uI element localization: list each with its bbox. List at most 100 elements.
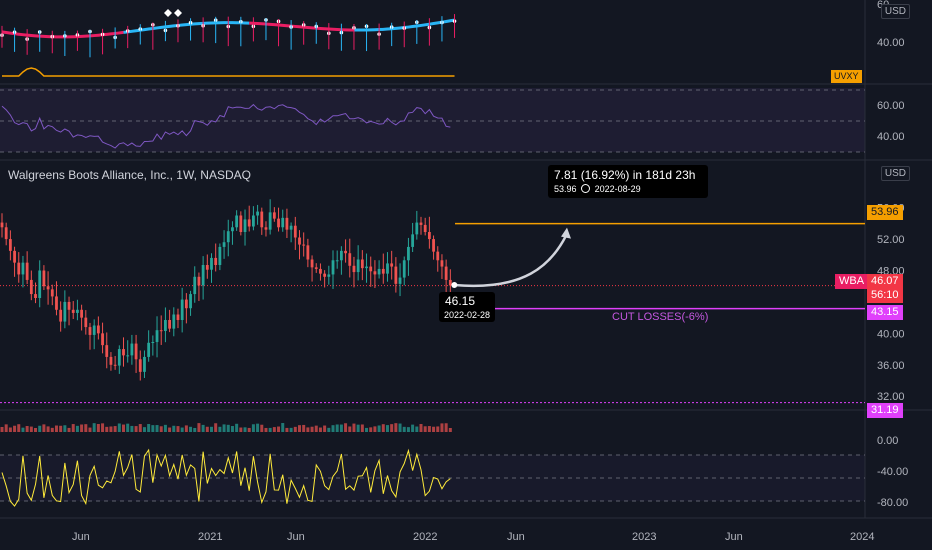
volume-bar-104 xyxy=(436,426,440,432)
uvxy-legend-tag: UVXY xyxy=(831,70,862,83)
candle-body-100 xyxy=(419,222,423,225)
volume-bar-61 xyxy=(256,423,260,432)
measure-headline: 7.81 (16.92%) in 181d 23h xyxy=(554,168,696,182)
candle-body-70 xyxy=(293,225,297,238)
volume-bar-56 xyxy=(235,423,239,432)
candle-body-37 xyxy=(155,330,159,342)
candle-body-106 xyxy=(444,266,448,280)
candle-body-44 xyxy=(184,299,188,309)
volume-bar-33 xyxy=(138,424,142,432)
x-tick-0: Jun xyxy=(72,531,90,543)
candle-body-25 xyxy=(105,345,109,357)
volume-bar-34 xyxy=(142,427,146,432)
volume-bar-97 xyxy=(406,427,410,432)
candle-body-72 xyxy=(302,244,306,246)
volume-bar-28 xyxy=(117,423,121,432)
candle-body-60 xyxy=(252,215,255,227)
volume-bar-15 xyxy=(63,425,67,432)
candle-body-43 xyxy=(180,299,184,320)
candle-body-27 xyxy=(113,364,117,366)
volume-bar-31 xyxy=(130,425,134,432)
top-diamond-markers xyxy=(164,9,182,17)
price-tick-4: 36.00 xyxy=(877,360,905,372)
candle-body-55 xyxy=(231,227,234,232)
stop-price-tag: 43.15 xyxy=(867,305,903,320)
candle-body-95 xyxy=(398,277,402,284)
volume-bar-12 xyxy=(50,427,54,432)
volume-bar-90 xyxy=(377,425,381,432)
candle-body-81 xyxy=(339,250,343,261)
candle-body-7 xyxy=(29,279,33,295)
candle-body-101 xyxy=(423,224,427,232)
projection-arrow xyxy=(454,235,568,288)
symbol-tag: WBA xyxy=(835,274,869,289)
osc-tick-2: -80.00 xyxy=(877,497,908,509)
volume-bar-78 xyxy=(327,427,331,432)
volume-bar-18 xyxy=(75,425,79,432)
volume-bar-10 xyxy=(42,424,46,432)
volume-bar-47 xyxy=(197,423,201,432)
candle-body-40 xyxy=(168,320,171,329)
candle-body-104 xyxy=(436,251,440,261)
currency-label-main[interactable]: USD xyxy=(880,166,910,181)
volume-bar-94 xyxy=(394,423,398,432)
volume-bar-9 xyxy=(38,425,42,432)
candle-body-53 xyxy=(222,242,226,247)
volume-bar-77 xyxy=(323,425,327,432)
measure-callout: 7.81 (16.92%) in 181d 23h 53.96 2022-08-… xyxy=(548,165,708,198)
volume-bar-63 xyxy=(264,427,268,432)
candle-body-4 xyxy=(17,262,21,275)
candle-body-74 xyxy=(310,259,314,268)
candle-body-68 xyxy=(285,217,289,230)
volume-bar-59 xyxy=(247,427,251,432)
entry-point xyxy=(451,282,458,289)
osc-tick-0: 0.00 xyxy=(877,435,898,447)
candle-body-86 xyxy=(360,259,364,269)
volume-bar-38 xyxy=(159,426,163,432)
candle-body-79 xyxy=(331,260,335,275)
volume-bar-53 xyxy=(222,424,226,432)
candle-body-94 xyxy=(394,266,398,284)
candle-body-46 xyxy=(193,276,197,295)
candle-body-103 xyxy=(432,239,435,252)
price-tick-3: 40.00 xyxy=(877,328,905,340)
volume-bar-13 xyxy=(54,425,58,432)
x-tick-2: Jun xyxy=(287,531,305,543)
volume-bar-88 xyxy=(369,427,373,432)
currency-label-top[interactable]: USD xyxy=(880,4,910,19)
candle-body-14 xyxy=(59,309,63,322)
candles-group xyxy=(0,199,452,381)
candle-body-16 xyxy=(67,301,71,310)
candle-body-10 xyxy=(42,270,46,287)
volume-bar-66 xyxy=(277,426,281,432)
candle-body-61 xyxy=(256,211,259,216)
volume-bar-87 xyxy=(365,427,369,432)
volume-bar-51 xyxy=(214,423,218,432)
volume-bar-11 xyxy=(46,426,50,432)
candle-body-1 xyxy=(4,227,8,240)
projection-arrowhead xyxy=(561,227,571,239)
candle-body-54 xyxy=(226,231,230,243)
candle-body-69 xyxy=(289,225,293,230)
candle-body-82 xyxy=(344,250,347,254)
candle-body-28 xyxy=(117,349,121,366)
volume-bar-100 xyxy=(419,424,423,432)
top-tick-1: 40.00 xyxy=(877,37,905,49)
candle-body-57 xyxy=(239,215,243,232)
candle-body-24 xyxy=(101,333,104,346)
volume-bar-35 xyxy=(147,424,151,432)
top-ma-segment-0 xyxy=(1,30,124,39)
volume-bar-101 xyxy=(423,426,427,432)
candle-body-30 xyxy=(126,355,130,357)
volume-bar-86 xyxy=(360,424,364,432)
candle-body-98 xyxy=(411,234,415,247)
volume-bar-30 xyxy=(126,423,130,432)
volume-bar-68 xyxy=(285,427,289,432)
volume-bar-72 xyxy=(302,424,306,432)
volume-bar-71 xyxy=(297,425,301,432)
candle-body-78 xyxy=(327,274,331,277)
volume-bar-95 xyxy=(398,423,402,432)
candle-body-22 xyxy=(92,325,96,335)
candle-body-23 xyxy=(96,325,100,334)
